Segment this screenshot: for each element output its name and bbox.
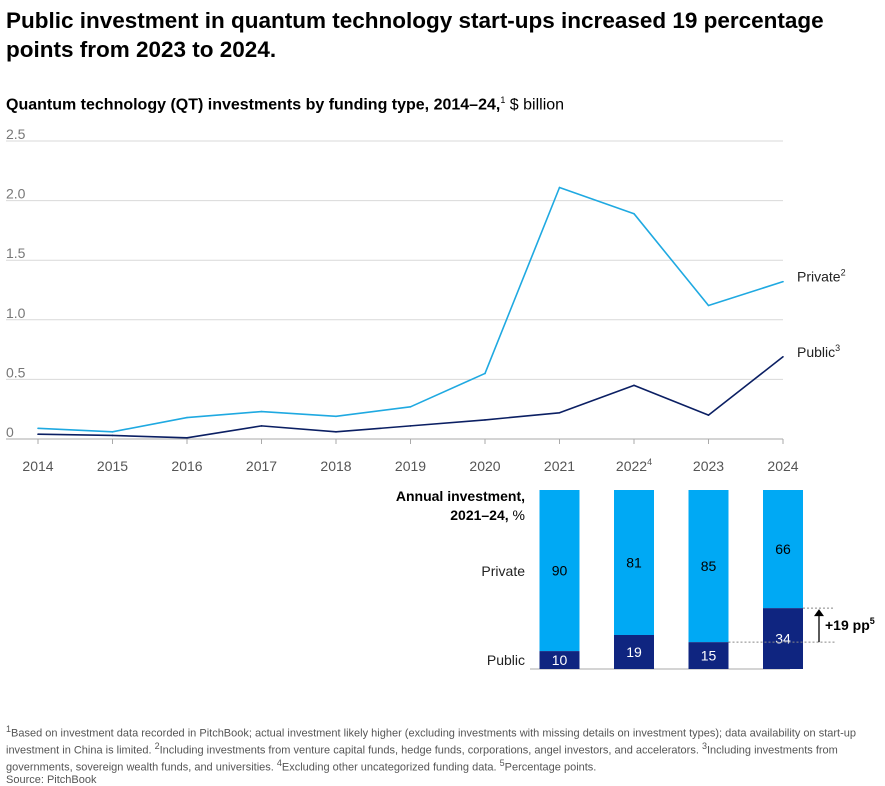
bar-row-label-public: Public [487, 652, 525, 668]
footnote-5-marker: 5 [499, 757, 505, 768]
x-axis: 2014 2015 2016 2017 2018 2019 2020 2021 20224 202… [6, 438, 799, 474]
data-point-public [409, 425, 412, 427]
y-tick-label: 1.0 [6, 305, 26, 321]
bar-value-private-2023: 85 [701, 558, 717, 574]
series-label-private: Private2 [797, 268, 846, 285]
data-point-public [558, 411, 561, 414]
bar-value-private-2022: 81 [626, 554, 642, 570]
x-tick-label: 20224 [616, 457, 652, 474]
data-point-private [558, 186, 561, 189]
series-label-footnote-ref: 2 [841, 268, 846, 278]
data-point-public [335, 431, 337, 433]
bar-segment-private-2023 [688, 490, 729, 643]
bar-segment-public-2021 [539, 651, 580, 669]
bar-segment-private-2022 [614, 490, 654, 635]
data-point-private [707, 304, 710, 307]
data-point-public [260, 425, 263, 427]
footnote-3: Including investments from governments, … [6, 744, 838, 774]
x-tick-footnote-ref: 4 [647, 457, 652, 467]
bar-chart-title-line2: 2021–24, % [450, 507, 525, 523]
x-tick-label: 2021 [544, 458, 575, 474]
bar-value-public-2022: 19 [626, 644, 642, 660]
bar-segment-public-2024 [763, 608, 803, 669]
x-tick-label: 2014 [22, 458, 53, 474]
data-point-private [484, 372, 486, 375]
y-tick-label: 0 [6, 424, 14, 440]
x-tick-label: 2019 [395, 458, 426, 474]
footnotes: 1Based on investment data recorded in Pi… [6, 723, 866, 786]
x-tick-label: 2023 [693, 458, 724, 474]
data-point-private [782, 280, 784, 283]
grid-lines [6, 140, 783, 380]
footnote-4: Excluding other uncategorized funding da… [281, 761, 497, 774]
data-point-public [707, 414, 710, 416]
bar-segment-private-2024 [763, 490, 803, 609]
y-tick-label: 1.5 [6, 245, 26, 261]
chart-title-text: Quantum technology (QT) investments by f… [6, 96, 501, 114]
x-tick-label: 2016 [171, 458, 202, 474]
x-tick-label: 2020 [469, 458, 500, 474]
x-tick-label: 2015 [97, 458, 128, 474]
stacked-bar-chart: Annual investment, 2021–24, % Private Publi… [396, 488, 875, 670]
footnote-1: Based on investment data recorded in Pit… [6, 727, 856, 757]
footnote-text: 1Based on investment data recorded in Pi… [6, 723, 866, 774]
footnote-2: Including investments from venture capit… [159, 744, 699, 757]
chart-title: Quantum technology (QT) investments by f… [6, 95, 564, 114]
footnote-3-marker: 3 [701, 740, 707, 751]
bar-value-public-2023: 15 [701, 648, 717, 664]
series-label-public: Public3 [797, 343, 840, 360]
footnote-4-marker: 4 [276, 757, 282, 768]
bar-value-private-2024: 66 [775, 541, 791, 557]
bar-segment-private-2021 [539, 490, 580, 652]
data-point-private [633, 212, 635, 215]
footnote-1-marker: 1 [6, 724, 12, 734]
source: Source: PitchBook [6, 773, 97, 786]
y-tick-label: 2.0 [6, 186, 26, 202]
annotation-footnote-ref: 5 [870, 616, 875, 626]
x-tick-label: 2024 [767, 458, 798, 474]
bar-segment-public-2022 [614, 634, 654, 669]
chart-title-footnote-ref: 1 [500, 95, 506, 105]
footnote-5: Percentage points. [504, 761, 597, 774]
bar-row-label-private: Private [481, 563, 525, 579]
data-point-public [484, 419, 486, 421]
headline: Public investment in quantum technology … [6, 8, 824, 62]
bar-value-public-2024: 34 [775, 631, 791, 647]
bar-chart-title-unit: % [513, 507, 525, 523]
x-tick-label: 2017 [246, 458, 277, 474]
y-tick-label: 0.5 [6, 364, 26, 380]
data-point-public [633, 384, 635, 387]
data-point-public [37, 433, 39, 436]
bar-segment-public-2023 [688, 642, 729, 669]
data-point-private [335, 415, 337, 418]
annotation-label: +19 pp5 [825, 616, 875, 633]
data-point-private [111, 431, 114, 433]
series-label-footnote-ref: 3 [835, 343, 840, 353]
bar-value-private-2021: 90 [552, 563, 568, 579]
data-point-private [409, 406, 412, 408]
data-point-private [37, 427, 39, 430]
chart-title-unit: $ billion [509, 96, 565, 114]
data-point-public [186, 437, 188, 439]
series-line-private [37, 186, 784, 433]
data-point-private [186, 416, 188, 419]
bar-chart-title-line1: Annual investment, [396, 488, 525, 504]
investment-chart: 2.52.01.51.00.50 2014 2015 2016 2017 2018 201… [6, 126, 875, 670]
y-axis-tick-labels: 2.5 2.0 1.5 1.0 0.5 0 [6, 126, 26, 440]
x-tick-label: 2018 [320, 458, 351, 474]
data-point-public [111, 434, 114, 437]
footnote-2-marker: 2 [154, 740, 160, 751]
y-tick-label: 2.5 [6, 126, 26, 142]
bar-value-public-2021: 10 [552, 652, 568, 668]
line-series: Private2 Public3 [37, 186, 846, 439]
data-point-private [260, 410, 263, 413]
annotation-arrow-head [814, 609, 824, 617]
data-point-public [782, 355, 784, 358]
